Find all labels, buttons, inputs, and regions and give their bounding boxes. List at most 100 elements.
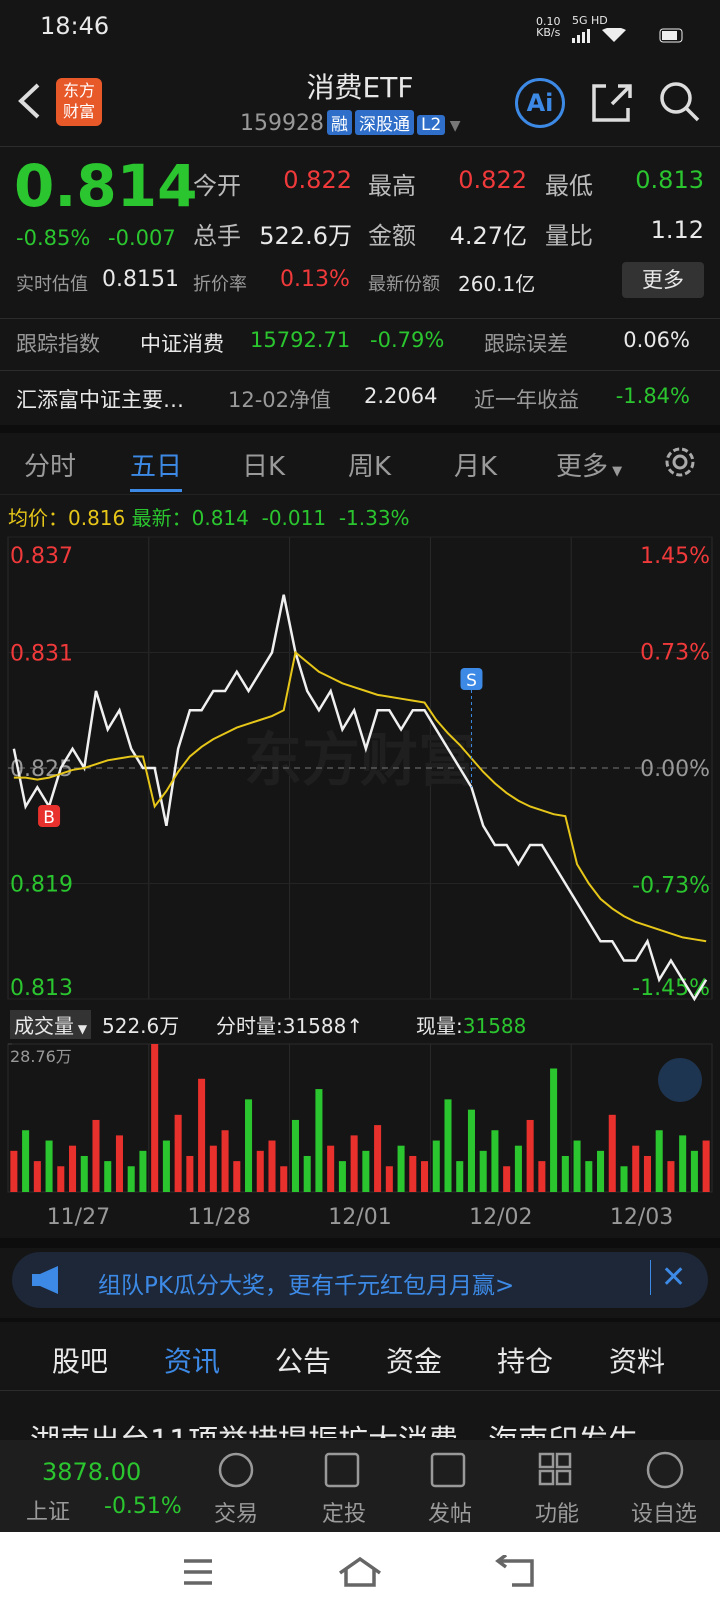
nav-item[interactable]: 发帖 bbox=[428, 1502, 473, 1527]
volume-bar bbox=[315, 1089, 323, 1192]
current-volume: 现量:31588 bbox=[416, 1010, 526, 1039]
y-tick-label: 0.813 bbox=[10, 976, 73, 1001]
marker bbox=[460, 668, 483, 690]
stock-code-row: 159928 融深股通 L2 ▼ bbox=[240, 110, 461, 136]
volume-bar bbox=[444, 1099, 452, 1192]
index-name: 上证 bbox=[26, 1500, 71, 1525]
more-button[interactable]: 更多 bbox=[622, 262, 704, 298]
settings-button[interactable] bbox=[660, 442, 700, 482]
tracking-index: 中证消费 bbox=[140, 332, 224, 356]
volume-bar bbox=[385, 1166, 393, 1192]
volume-bar bbox=[221, 1130, 229, 1192]
banner[interactable] bbox=[12, 1252, 708, 1308]
volume-bar bbox=[268, 1140, 276, 1192]
change-pct: -0.85% bbox=[16, 226, 91, 250]
volume-bar bbox=[291, 1119, 299, 1192]
legend-label: 最新： bbox=[131, 506, 192, 530]
news-tab[interactable]: 资料 bbox=[609, 1345, 666, 1378]
nav-item[interactable]: 设自选 bbox=[631, 1502, 698, 1527]
volume-bar bbox=[667, 1161, 675, 1192]
logo-line: 东方 bbox=[62, 81, 95, 100]
volume-bar bbox=[456, 1161, 464, 1192]
volume-bar bbox=[33, 1161, 41, 1192]
chart-tab[interactable]: 分时 bbox=[24, 452, 77, 482]
volume-bar bbox=[233, 1161, 241, 1192]
volume-bar bbox=[597, 1150, 605, 1192]
volume-bar bbox=[679, 1135, 687, 1192]
change: -0.007 bbox=[108, 226, 176, 250]
volume-bar bbox=[702, 1140, 710, 1192]
price-line bbox=[13, 650, 707, 943]
price: 0.814 bbox=[14, 152, 198, 220]
volume-bar bbox=[491, 1130, 499, 1192]
news-headline[interactable]: 湖南出台11项举措提振扩大消费，海南印发生 bbox=[30, 1416, 710, 1438]
nav-item[interactable]: 交易 bbox=[214, 1502, 259, 1527]
tracking-error[interactable]: 0.06% bbox=[623, 328, 690, 352]
volume-bar bbox=[115, 1135, 123, 1192]
volume-chart: 28.76万 11/27 11/28 12/01 12/02 12/03 bbox=[7, 1043, 713, 1230]
stat-label: 最低 bbox=[545, 172, 593, 200]
legend-change-pct: -1.33% bbox=[338, 506, 410, 530]
chart-tab[interactable]: 更多 ▼ bbox=[556, 452, 623, 482]
volume-bar bbox=[573, 1140, 581, 1192]
ai-button[interactable]: Ai bbox=[515, 78, 565, 128]
volume-bar bbox=[22, 1130, 30, 1192]
y-tick-label: 0.819 bbox=[10, 873, 73, 898]
volume-bar bbox=[92, 1119, 100, 1192]
volume-bar bbox=[327, 1145, 335, 1192]
banner-text[interactable]: 组队PK瓜分大奖，更有千元红包月月赢> bbox=[98, 1273, 515, 1299]
chart-tab[interactable]: 周K bbox=[348, 452, 392, 482]
y2-tick-label: -1.45% bbox=[632, 976, 710, 1001]
stat-value: 4.27亿 bbox=[449, 222, 527, 250]
news-tab[interactable]: 持仓 bbox=[497, 1345, 554, 1378]
volume-bar bbox=[245, 1099, 253, 1192]
news-tab[interactable]: 资金 bbox=[386, 1345, 443, 1378]
volume-tick-label: 28.76万 bbox=[10, 1047, 72, 1066]
volume-bar bbox=[561, 1155, 569, 1192]
chart-tab[interactable]: 日K bbox=[242, 452, 286, 482]
back-button[interactable] bbox=[16, 82, 42, 120]
divider bbox=[0, 1238, 720, 1248]
volume-bar bbox=[585, 1161, 593, 1192]
return-label: 近一年收益 bbox=[474, 388, 579, 412]
shares: 260.1亿 bbox=[458, 272, 536, 296]
y2-tick-label: 1.45% bbox=[640, 544, 710, 569]
chart-tab[interactable]: 月K bbox=[454, 452, 498, 482]
news-tab[interactable]: 资讯 bbox=[164, 1345, 221, 1378]
bottom-nav bbox=[0, 1440, 720, 1532]
news-tab[interactable]: 股吧 bbox=[52, 1345, 109, 1378]
tag: L2 bbox=[416, 115, 446, 135]
tag: 深股通 bbox=[354, 110, 414, 135]
news-tab[interactable]: 公告 bbox=[275, 1345, 332, 1378]
nav-item[interactable]: 功能 bbox=[535, 1502, 580, 1527]
search-button[interactable] bbox=[658, 80, 702, 124]
x-tick-label: 12/01 bbox=[328, 1205, 391, 1230]
volume-bar bbox=[514, 1145, 522, 1192]
stock-title: 消费ETF bbox=[306, 71, 414, 104]
system-nav-icons bbox=[184, 1555, 534, 1587]
discount: 0.13% bbox=[280, 267, 350, 292]
stat-label: 最高 bbox=[368, 172, 416, 200]
expand-button[interactable] bbox=[658, 1058, 702, 1102]
y-tick-label: 0.831 bbox=[10, 642, 73, 667]
volume-bar bbox=[57, 1166, 65, 1192]
legend-value: 0.814 bbox=[191, 506, 249, 530]
x-tick-label: 11/27 bbox=[47, 1205, 110, 1230]
volume-bar bbox=[397, 1145, 405, 1192]
chart-tab[interactable]: 五日 bbox=[130, 446, 183, 492]
app-logo[interactable]: 东方 财富 bbox=[56, 78, 102, 126]
banner-close[interactable]: ✕ bbox=[650, 1260, 686, 1295]
share-button[interactable] bbox=[590, 80, 634, 124]
volume-bar bbox=[198, 1078, 206, 1192]
price-chart: 东方财富0.8130.8190.8250.8310.837-1.45%-0.73… bbox=[7, 536, 713, 1002]
volume-selector[interactable]: 成交量 ▼ bbox=[10, 1010, 92, 1039]
volume-bar bbox=[151, 1044, 159, 1192]
chart-legend: 均价：0.816 最新：0.814 -0.011 -1.33% bbox=[8, 502, 410, 531]
nav-item[interactable]: 定投 bbox=[322, 1502, 367, 1527]
volume-bar bbox=[632, 1145, 640, 1192]
volume-bar bbox=[10, 1150, 18, 1192]
status-icons bbox=[572, 28, 683, 43]
legend-value: 0.816 bbox=[68, 506, 126, 530]
fund-name[interactable]: 汇添富中证主要… bbox=[16, 388, 184, 412]
status-time: 18:46 bbox=[40, 12, 110, 40]
